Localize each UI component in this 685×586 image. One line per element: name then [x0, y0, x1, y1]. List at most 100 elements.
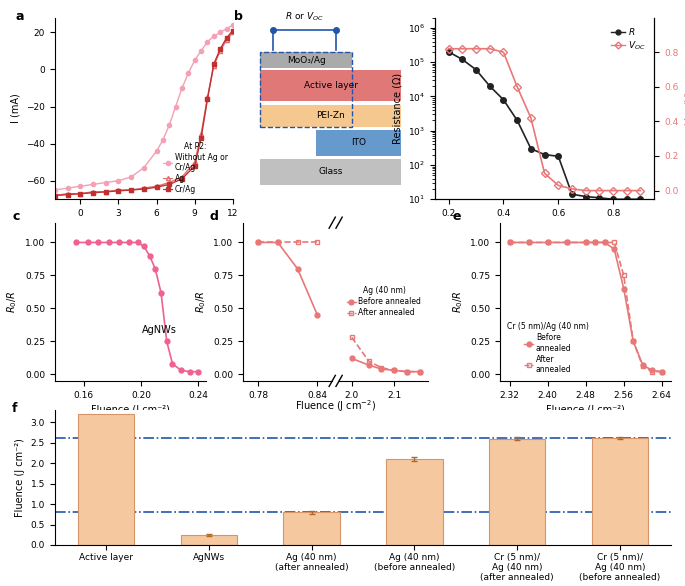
Text: Glass: Glass [319, 168, 343, 176]
Y-axis label: $R_0/R$: $R_0/R$ [451, 291, 464, 313]
$R$ [499, 96, 508, 103]
$V_{OC}$ [582, 187, 590, 194]
$R$ [623, 196, 631, 203]
$V_{OC}$ [609, 187, 617, 194]
Before
annealed [582, 239, 590, 246]
After
annealed [629, 338, 637, 345]
Before
annealed [506, 239, 514, 246]
Text: AgNWs: AgNWs [142, 325, 177, 335]
Bar [260, 159, 401, 185]
Bar [78, 414, 134, 545]
After
annealed [620, 272, 628, 279]
Text: MoO₃/Ag: MoO₃/Ag [287, 56, 325, 65]
After
annealed [601, 239, 609, 246]
$R$ [486, 83, 494, 90]
After annealed [416, 368, 424, 375]
Before annealed [377, 366, 386, 373]
Before
annealed [610, 246, 619, 253]
Before
annealed [638, 362, 647, 369]
Before annealed [348, 355, 356, 362]
$R$ [582, 193, 590, 200]
Y-axis label: I (mA): I (mA) [10, 94, 21, 123]
X-axis label: Fluence (J cm⁻²): Fluence (J cm⁻²) [90, 405, 170, 415]
Bar [316, 130, 401, 156]
Text: PEI-Zn: PEI-Zn [316, 111, 345, 120]
X-axis label: Fluence (J/cm²): Fluence (J/cm²) [508, 223, 582, 233]
$V_{OC}$ [623, 187, 631, 194]
Before
annealed [601, 239, 609, 246]
Before
annealed [543, 239, 551, 246]
Before annealed [390, 367, 398, 374]
After annealed [348, 334, 356, 341]
$V_{OC}$ [486, 45, 494, 52]
Y-axis label: $R_0/R$: $R_0/R$ [194, 291, 208, 313]
Y-axis label: Resistance (Ω): Resistance (Ω) [393, 73, 402, 144]
$V_{OC}$ [458, 45, 466, 52]
Bar [489, 439, 545, 545]
Line: After annealed: After annealed [349, 335, 422, 374]
$R$ [568, 190, 576, 197]
$R$ [595, 195, 603, 202]
Text: $R$ or $V_{OC}$: $R$ or $V_{OC}$ [285, 11, 324, 23]
$R$ [513, 117, 521, 124]
$R$ [472, 66, 480, 73]
After
annealed [525, 239, 533, 246]
After
annealed [610, 239, 619, 246]
Before
annealed [562, 239, 571, 246]
Line: After
annealed: After annealed [507, 240, 664, 374]
$R$ [445, 48, 453, 55]
Text: a: a [16, 11, 24, 23]
Bar [260, 52, 352, 127]
Before annealed [364, 362, 373, 369]
Before
annealed [658, 368, 666, 375]
$R$ [554, 153, 562, 160]
Y-axis label: Fluence (J cm⁻²): Fluence (J cm⁻²) [15, 438, 25, 517]
$V_{OC}$ [540, 170, 549, 177]
Bar [260, 52, 352, 69]
Bar [284, 512, 340, 545]
Bar [592, 438, 648, 545]
Text: b: b [234, 11, 242, 23]
Legend: Before
annealed, After
annealed: Before annealed, After annealed [504, 319, 592, 377]
$R$ [458, 56, 466, 63]
Text: d: d [210, 210, 219, 223]
Text: c: c [12, 210, 20, 223]
$R$ [609, 196, 617, 203]
$R$ [636, 196, 645, 203]
After annealed [364, 357, 373, 364]
Before annealed [416, 368, 424, 375]
After
annealed [506, 239, 514, 246]
Before annealed [403, 368, 411, 375]
After
annealed [638, 363, 647, 370]
$V_{OC}$ [636, 187, 645, 194]
$R$ [540, 151, 549, 158]
Before
annealed [629, 338, 637, 345]
Line: $V_{OC}$: $V_{OC}$ [446, 46, 643, 193]
Before
annealed [620, 285, 628, 292]
$V_{OC}$ [568, 185, 576, 192]
X-axis label: Fluence (J cm⁻²): Fluence (J cm⁻²) [546, 405, 625, 415]
Line: Before
annealed: Before annealed [507, 240, 664, 374]
$V_{OC}$ [513, 83, 521, 90]
$V_{OC}$ [527, 114, 535, 121]
Bar [181, 535, 237, 545]
After annealed [390, 367, 398, 374]
After
annealed [648, 368, 656, 375]
Line: $R$: $R$ [446, 49, 643, 202]
$V_{OC}$ [445, 45, 453, 52]
Text: Fluence (J cm$^{-2}$): Fluence (J cm$^{-2}$) [295, 398, 376, 414]
Before
annealed [648, 367, 656, 374]
After
annealed [562, 239, 571, 246]
After annealed [377, 364, 386, 372]
After
annealed [543, 239, 551, 246]
Legend: $R$, $V_{OC}$: $R$, $V_{OC}$ [608, 22, 649, 56]
Y-axis label: $V_{OC}$ (V): $V_{OC}$ (V) [684, 91, 685, 126]
After annealed [403, 368, 411, 375]
X-axis label: Voltage (V): Voltage (V) [117, 223, 171, 233]
$V_{OC}$ [499, 49, 508, 56]
Text: ITO: ITO [351, 138, 366, 148]
Bar [260, 105, 401, 127]
Bar [260, 70, 401, 101]
Y-axis label: $R_0/R$: $R_0/R$ [5, 291, 19, 313]
$R$ [527, 145, 535, 152]
